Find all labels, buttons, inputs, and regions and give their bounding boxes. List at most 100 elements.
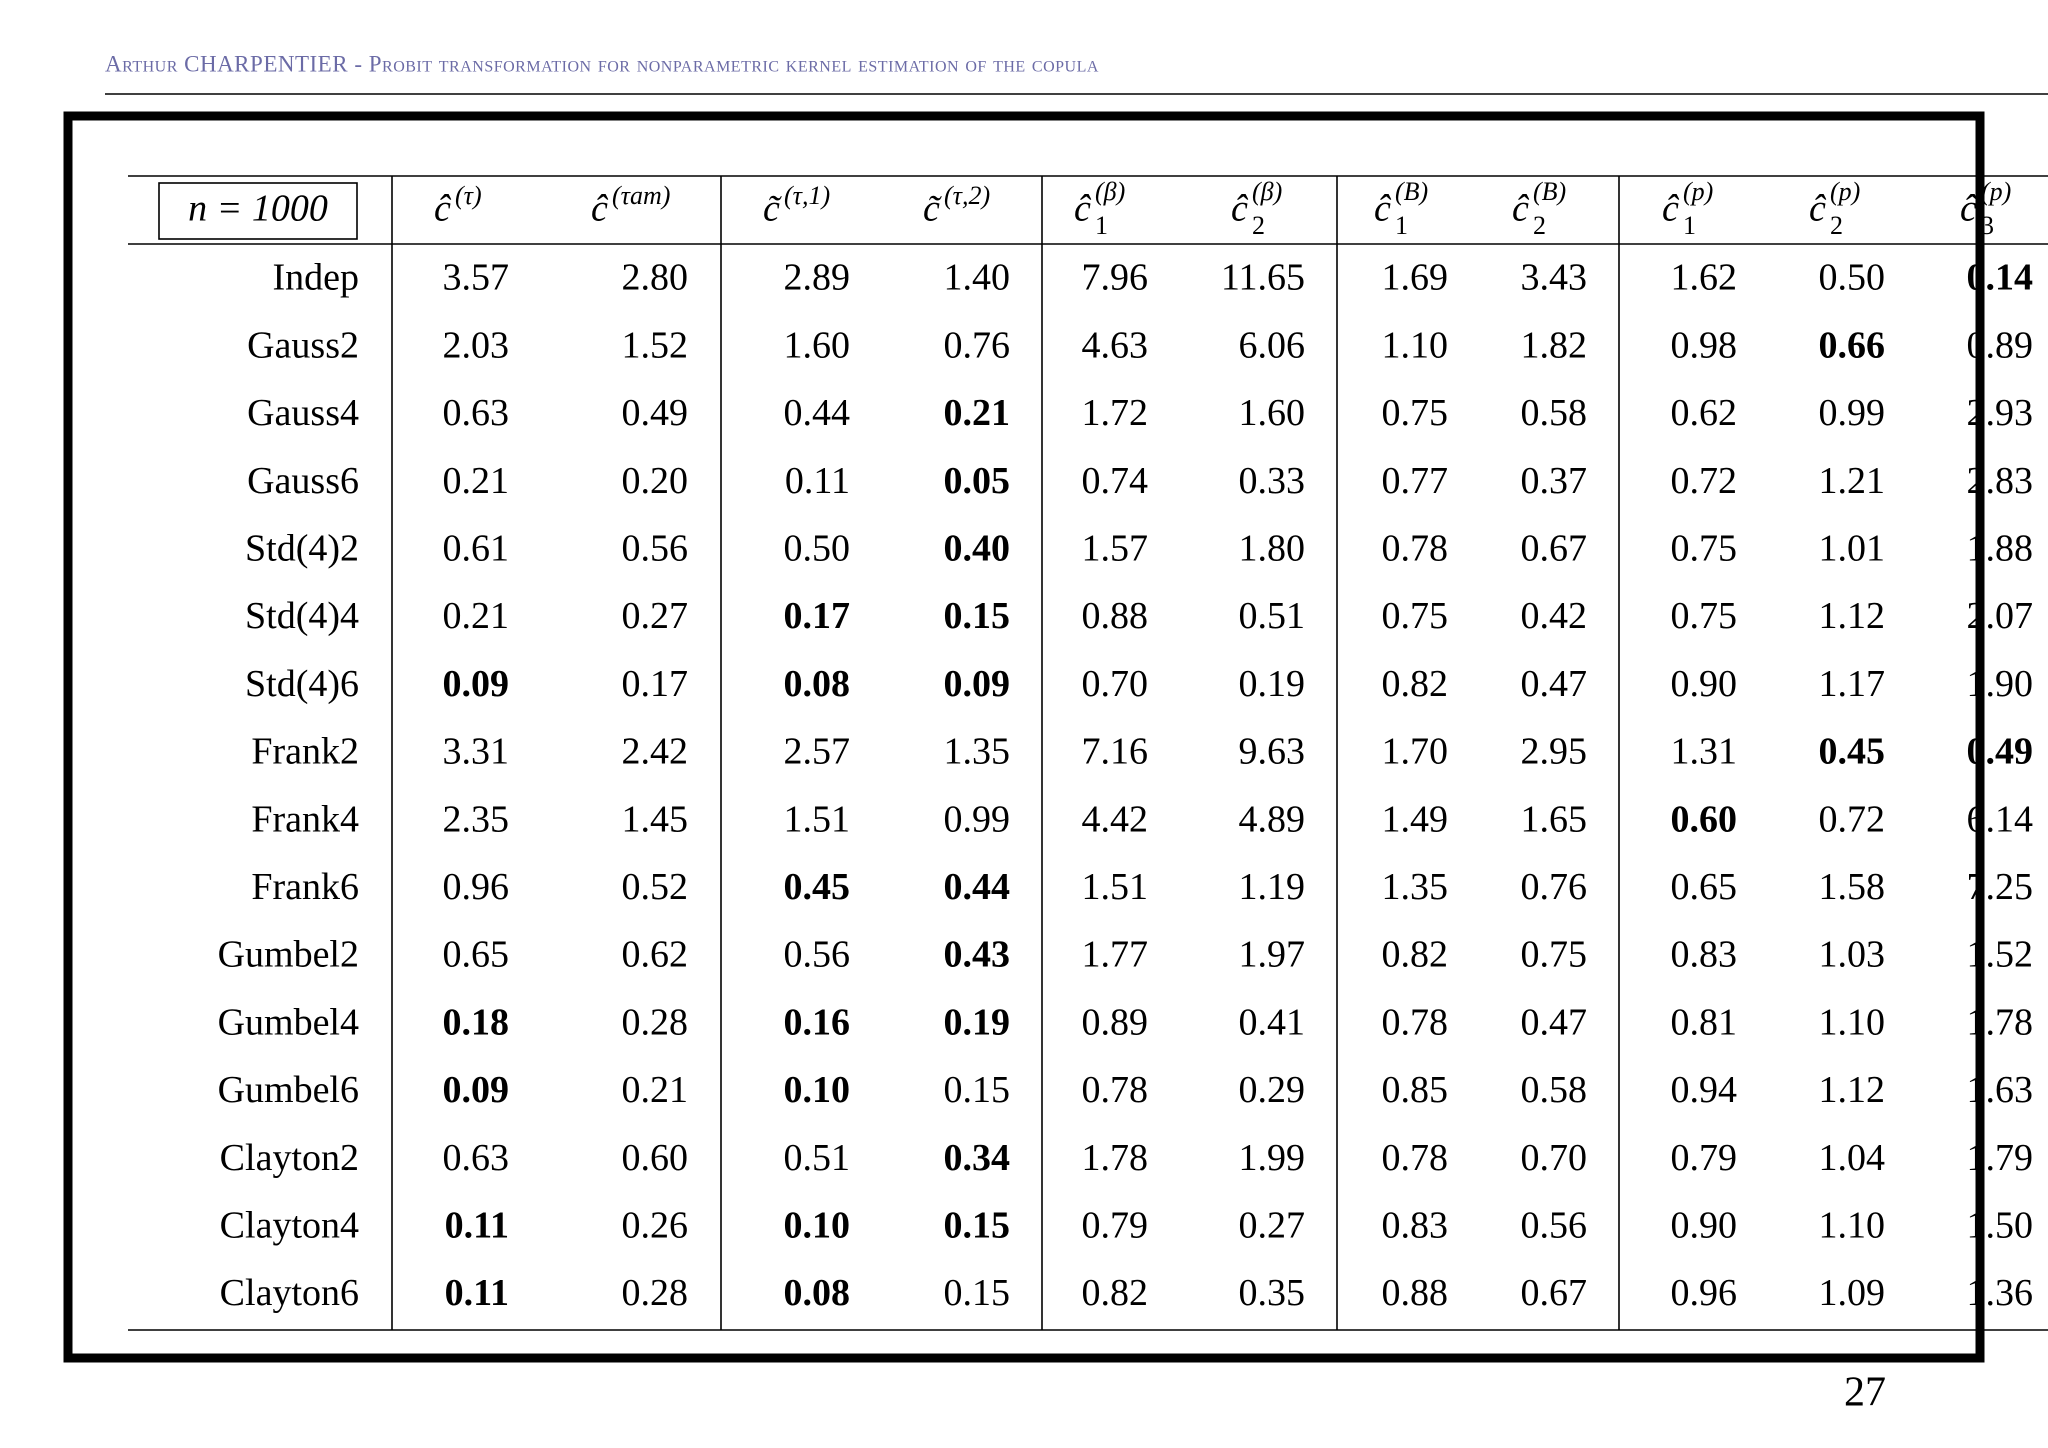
cell-value: 1.45 bbox=[622, 798, 689, 840]
corner-label: n = 1000 bbox=[188, 188, 328, 230]
cell-value: 0.62 bbox=[622, 934, 689, 976]
cell-value: 0.56 bbox=[784, 934, 851, 976]
cell-value: 0.56 bbox=[622, 528, 689, 570]
column-header: ĉ bbox=[1960, 188, 1978, 230]
column-header-sub: 2 bbox=[1252, 211, 1265, 240]
cell-value: 0.75 bbox=[1521, 934, 1588, 976]
cell-value: 0.17 bbox=[622, 663, 689, 705]
cell-value: 4.42 bbox=[1082, 798, 1149, 840]
cell-value: 0.05 bbox=[944, 460, 1011, 502]
cell-value: 0.90 bbox=[1671, 663, 1738, 705]
cell-value: 0.79 bbox=[1671, 1137, 1738, 1179]
cell-value: 1.03 bbox=[1819, 934, 1886, 976]
column-header-sup: (p) bbox=[1830, 177, 1860, 206]
column-header: ĉ bbox=[1074, 188, 1092, 230]
cell-value: 0.63 bbox=[443, 392, 510, 434]
cell-value: 1.69 bbox=[1382, 257, 1449, 299]
cell-value: 7.96 bbox=[1082, 257, 1149, 299]
cell-value: 1.12 bbox=[1819, 1069, 1886, 1111]
cell-value: 0.34 bbox=[944, 1137, 1011, 1179]
cell-value: 0.42 bbox=[1521, 595, 1588, 637]
cell-value: 0.47 bbox=[1521, 1001, 1588, 1043]
cell-value: 0.82 bbox=[1082, 1272, 1149, 1314]
cell-value: 0.26 bbox=[622, 1205, 689, 1247]
cell-value: 2.80 bbox=[622, 257, 689, 299]
cell-value: 0.33 bbox=[1239, 460, 1306, 502]
cell-value: 0.45 bbox=[1819, 731, 1886, 773]
column-header-sub: 2 bbox=[1533, 211, 1546, 240]
cell-value: 0.21 bbox=[443, 595, 510, 637]
cell-value: 0.43 bbox=[944, 934, 1011, 976]
cell-value: 0.82 bbox=[1382, 663, 1449, 705]
cell-value: 0.99 bbox=[944, 798, 1011, 840]
cell-value: 0.11 bbox=[785, 460, 850, 502]
column-header: ĉ bbox=[1231, 188, 1249, 230]
cell-value: 1.17 bbox=[1819, 663, 1886, 705]
cell-value: 1.10 bbox=[1819, 1205, 1886, 1247]
cell-value: 0.15 bbox=[944, 1205, 1011, 1247]
cell-value: 0.70 bbox=[1082, 663, 1149, 705]
cell-value: 0.83 bbox=[1671, 934, 1738, 976]
cell-value: 0.63 bbox=[443, 1137, 510, 1179]
cell-value: 1.04 bbox=[1819, 1137, 1886, 1179]
cell-value: 0.76 bbox=[944, 324, 1011, 366]
corner-box bbox=[158, 182, 358, 240]
cell-value: 0.67 bbox=[1521, 528, 1588, 570]
cell-value: 0.78 bbox=[1082, 1069, 1149, 1111]
cell-value: 1.52 bbox=[622, 324, 689, 366]
cell-value: 0.75 bbox=[1671, 595, 1738, 637]
cell-value: 0.78 bbox=[1382, 528, 1449, 570]
column-header-sub: 1 bbox=[1683, 211, 1696, 240]
cell-value: 0.15 bbox=[944, 1272, 1011, 1314]
cell-value: 0.98 bbox=[1671, 324, 1738, 366]
cell-value: 0.65 bbox=[443, 934, 510, 976]
cell-value: 0.08 bbox=[784, 663, 851, 705]
cell-value: 0.88 bbox=[1082, 595, 1149, 637]
cell-value: 3.43 bbox=[1521, 257, 1588, 299]
column-header-sup: (p) bbox=[1981, 177, 2011, 206]
cell-value: 0.19 bbox=[944, 1001, 1011, 1043]
cell-value: 0.40 bbox=[944, 528, 1011, 570]
cell-value: 2.89 bbox=[784, 257, 851, 299]
cell-value: 0.19 bbox=[1239, 663, 1306, 705]
row-label: Indep bbox=[272, 257, 359, 299]
column-header-sup: (B) bbox=[1395, 177, 1428, 206]
cell-value: 1.62 bbox=[1671, 257, 1738, 299]
cell-value: 0.72 bbox=[1671, 460, 1738, 502]
cell-value: 1.65 bbox=[1521, 798, 1588, 840]
cell-value: 0.52 bbox=[622, 866, 689, 908]
cell-value: 0.18 bbox=[443, 1001, 510, 1043]
cell-value: 0.75 bbox=[1382, 595, 1449, 637]
cell-value: 0.35 bbox=[1239, 1272, 1306, 1314]
row-label: Std(4)6 bbox=[245, 663, 359, 705]
cell-value: 0.58 bbox=[1521, 1069, 1588, 1111]
cell-value: 0.29 bbox=[1239, 1069, 1306, 1111]
cell-value: 7.16 bbox=[1082, 731, 1149, 773]
cell-value: 0.15 bbox=[944, 1069, 1011, 1111]
cell-value: 2.03 bbox=[443, 324, 510, 366]
column-header-sup: (τ,2) bbox=[944, 181, 990, 210]
cell-value: 1.49 bbox=[1382, 798, 1449, 840]
cell-value: 0.78 bbox=[1382, 1001, 1449, 1043]
column-header-sup: (B) bbox=[1533, 177, 1566, 206]
cell-value: 0.09 bbox=[944, 663, 1011, 705]
cell-value: 0.21 bbox=[622, 1069, 689, 1111]
cell-value: 1.70 bbox=[1382, 731, 1449, 773]
cell-value: 0.85 bbox=[1382, 1069, 1449, 1111]
column-header-sub: 1 bbox=[1395, 211, 1408, 240]
cell-value: 1.21 bbox=[1819, 460, 1886, 502]
cell-value: 0.28 bbox=[622, 1001, 689, 1043]
cell-value: 0.96 bbox=[1671, 1272, 1738, 1314]
cell-value: 0.20 bbox=[622, 460, 689, 502]
cell-value: 0.49 bbox=[622, 392, 689, 434]
cell-value: 2.57 bbox=[784, 731, 851, 773]
cell-value: 0.94 bbox=[1671, 1069, 1738, 1111]
cell-value: 0.27 bbox=[622, 595, 689, 637]
cell-value: 1.12 bbox=[1819, 595, 1886, 637]
cell-value: 1.10 bbox=[1819, 1001, 1886, 1043]
cell-value: 0.75 bbox=[1382, 392, 1449, 434]
cell-value: 0.41 bbox=[1239, 1001, 1306, 1043]
cell-value: 1.77 bbox=[1082, 934, 1149, 976]
cell-value: 0.70 bbox=[1521, 1137, 1588, 1179]
column-header-sup: (p) bbox=[1683, 177, 1713, 206]
